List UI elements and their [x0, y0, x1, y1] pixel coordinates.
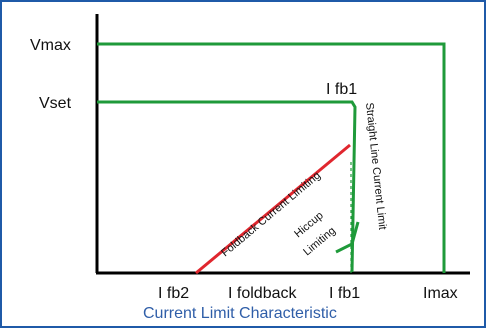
- x-label-ifoldback: I foldback: [228, 285, 297, 302]
- hiccup-curve: [335, 221, 360, 254]
- x-label-imax: Imax: [423, 285, 458, 302]
- label-ifb1-top: I fb1: [326, 81, 357, 98]
- vset-curve: [97, 100, 357, 273]
- foldback-line: [195, 143, 351, 275]
- y-label-vmax: Vmax: [30, 37, 71, 54]
- vmax-curve: [97, 42, 446, 273]
- x-label-ifb1: I fb1: [329, 285, 360, 302]
- caption: Current Limit Characteristic: [143, 305, 337, 322]
- y-label-vset: Vset: [39, 95, 72, 112]
- x-label-ifb2: I fb2: [158, 285, 189, 302]
